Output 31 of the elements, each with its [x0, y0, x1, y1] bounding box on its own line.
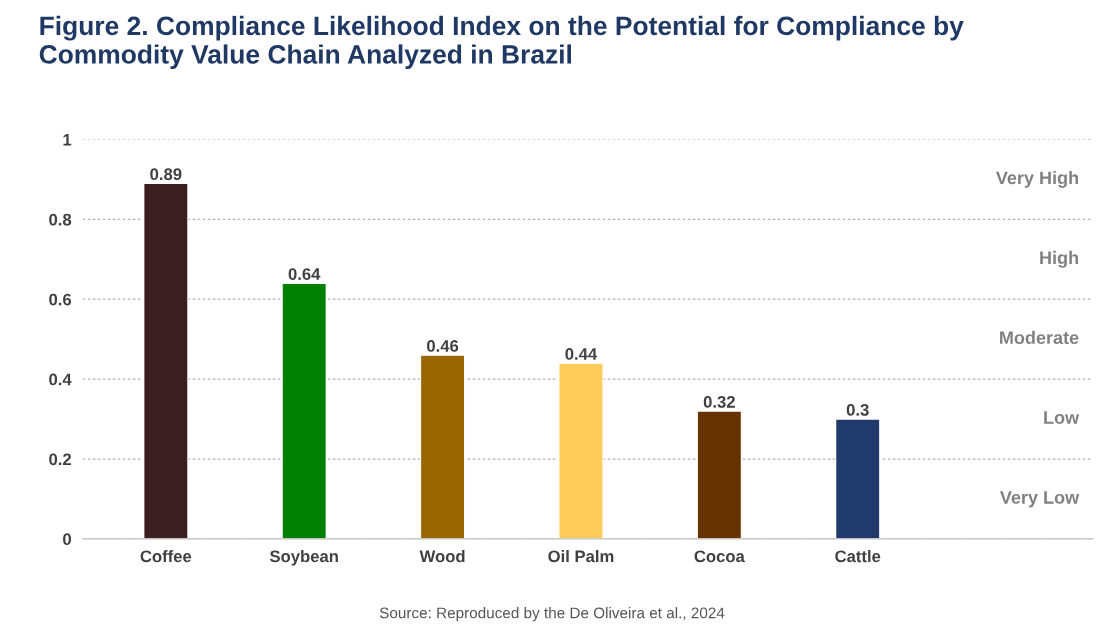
- text: Low: [1044, 411, 1080, 424]
- y-tick-label: 0.2: [49, 453, 72, 466]
- data-label: 0.44: [565, 348, 598, 360]
- x-tick-label: Wood: [419, 550, 465, 563]
- data-label: 0.89: [150, 168, 182, 181]
- x-tick-label: Cocoa: [694, 550, 745, 563]
- bar: [142, 182, 189, 539]
- x-tick-label: Coffee: [140, 550, 192, 563]
- text: Very Low: [999, 491, 1080, 508]
- bar: [281, 282, 328, 539]
- y-tick-label: 0.4: [49, 373, 72, 386]
- text: High: [1040, 250, 1079, 268]
- data-label: 0.64: [288, 268, 321, 280]
- x-tick-label: Oil Palm: [548, 550, 614, 563]
- y-tick-label: 0: [63, 533, 72, 546]
- y-tick-label: 0.6: [49, 293, 72, 306]
- bar: [419, 354, 466, 539]
- data-label: 0.32: [703, 395, 735, 408]
- x-tick-label: Soybean: [269, 550, 338, 566]
- data-label: 0.3: [846, 403, 869, 416]
- bar: [558, 362, 604, 539]
- bar: [834, 418, 881, 539]
- text: Very High: [995, 170, 1079, 188]
- source-note: Source: Reproduced by the De Oliveira et al., 2024: [379, 607, 725, 622]
- y-tick-label: 0.8: [49, 213, 72, 226]
- y-tick-label: 1: [63, 134, 72, 146]
- bar: [696, 410, 743, 539]
- text: Moderate: [1000, 330, 1079, 345]
- chart-title: Figure 2. Compliance Likelihood Index on the Potential for Compliance by Commodity Value Chain Analyzed in Brazil: [39, 15, 964, 69]
- data-label: 0.46: [427, 340, 459, 352]
- x-tick-label: Cattle: [835, 550, 881, 563]
